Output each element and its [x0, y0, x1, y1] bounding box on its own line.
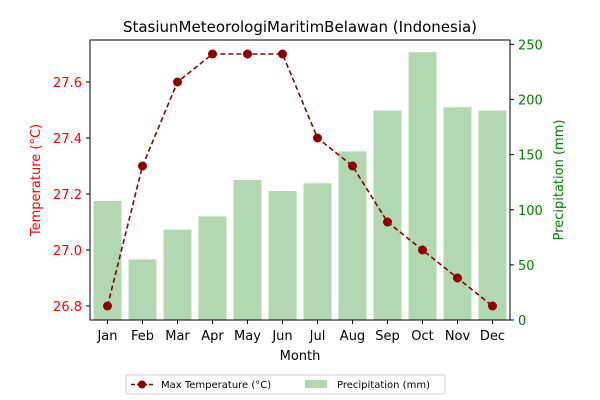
temp-point-jan — [103, 301, 112, 311]
x-tick-label-mar: Mar — [165, 329, 190, 344]
x-axis: Jan Feb Mar Apr May Jun Jul Aug Sep Oct Nov Dec — [96, 320, 505, 344]
y-axis-left: 26.8 27.0 27.2 27.4 27.6 — [53, 76, 90, 315]
precip-bar-dec — [478, 110, 507, 320]
legend-bar-swatch — [305, 380, 327, 388]
temp-point-aug — [348, 161, 357, 171]
precip-bar-nov — [443, 107, 472, 320]
x-tick-label-nov: Nov — [445, 329, 471, 344]
y-axis-right-label: Precipitation (mm) — [552, 120, 567, 241]
temp-point-oct — [418, 245, 427, 255]
y-left-tick-label: 27.4 — [53, 132, 82, 147]
precip-bar-jan — [93, 200, 122, 320]
precip-bar-may — [233, 180, 262, 320]
legend-line-marker — [138, 380, 146, 389]
temp-point-mar — [173, 77, 182, 87]
y-left-tick-label: 27.6 — [53, 76, 82, 91]
y-left-tick-label: 27.2 — [53, 188, 82, 203]
y-right-tick-label: 0 — [518, 314, 526, 329]
temp-point-sep — [383, 217, 392, 227]
y-right-tick-label: 250 — [518, 38, 543, 53]
x-tick-label-apr: Apr — [201, 329, 224, 344]
precip-bar-sep — [373, 110, 402, 320]
x-tick-label-jan: Jan — [96, 329, 117, 344]
precip-bar-oct — [408, 52, 437, 321]
precip-bar-mar — [163, 229, 192, 320]
x-tick-label-feb: Feb — [131, 329, 154, 344]
y-left-tick-label: 27.0 — [53, 244, 82, 259]
precip-bar-aug — [338, 151, 367, 320]
precip-bar-feb — [128, 259, 157, 320]
temp-point-apr — [208, 49, 217, 59]
precip-bar-jun — [268, 191, 297, 320]
temp-point-dec — [488, 301, 497, 311]
temp-point-jul — [313, 133, 322, 143]
x-tick-label-jul: Jul — [309, 329, 326, 344]
precipitation-bars — [93, 52, 507, 321]
legend-box — [125, 374, 446, 395]
temp-point-may — [243, 49, 252, 59]
y-right-tick-label: 150 — [518, 149, 543, 164]
x-tick-label-oct: Oct — [411, 329, 433, 344]
plot-frame — [89, 39, 511, 321]
chart-title: StasiunMeteorologiMaritimBelawan (Indone… — [123, 18, 477, 36]
y-right-tick-label: 100 — [518, 204, 543, 219]
temperature-line — [103, 49, 497, 311]
x-axis-label: Month — [280, 349, 321, 364]
legend-label-temperature: Max Temperature (°C) — [161, 380, 271, 391]
precip-bar-jul — [303, 183, 332, 320]
y-axis-right: 0 50 100 150 200 250 — [510, 38, 543, 329]
legend-label-precipitation: Precipitation (mm) — [337, 380, 430, 391]
temp-point-jun — [278, 49, 287, 59]
y-axis-left-label: Temperature (°C) — [29, 124, 44, 237]
x-tick-label-dec: Dec — [480, 329, 505, 344]
temperature-line-path — [106, 53, 493, 307]
y-left-tick-label: 26.8 — [53, 300, 82, 315]
temp-point-nov — [453, 273, 462, 283]
x-tick-label-sep: Sep — [375, 329, 400, 344]
temp-point-feb — [138, 161, 147, 171]
y-right-tick-label: 200 — [518, 94, 543, 109]
x-tick-label-aug: Aug — [340, 329, 365, 344]
precip-bar-apr — [198, 216, 227, 320]
x-tick-label-may: May — [234, 329, 261, 344]
x-tick-label-jun: Jun — [271, 329, 292, 344]
legend: Max Temperature (°C) Precipitation (mm) — [125, 374, 446, 395]
y-right-tick-label: 50 — [518, 259, 535, 274]
